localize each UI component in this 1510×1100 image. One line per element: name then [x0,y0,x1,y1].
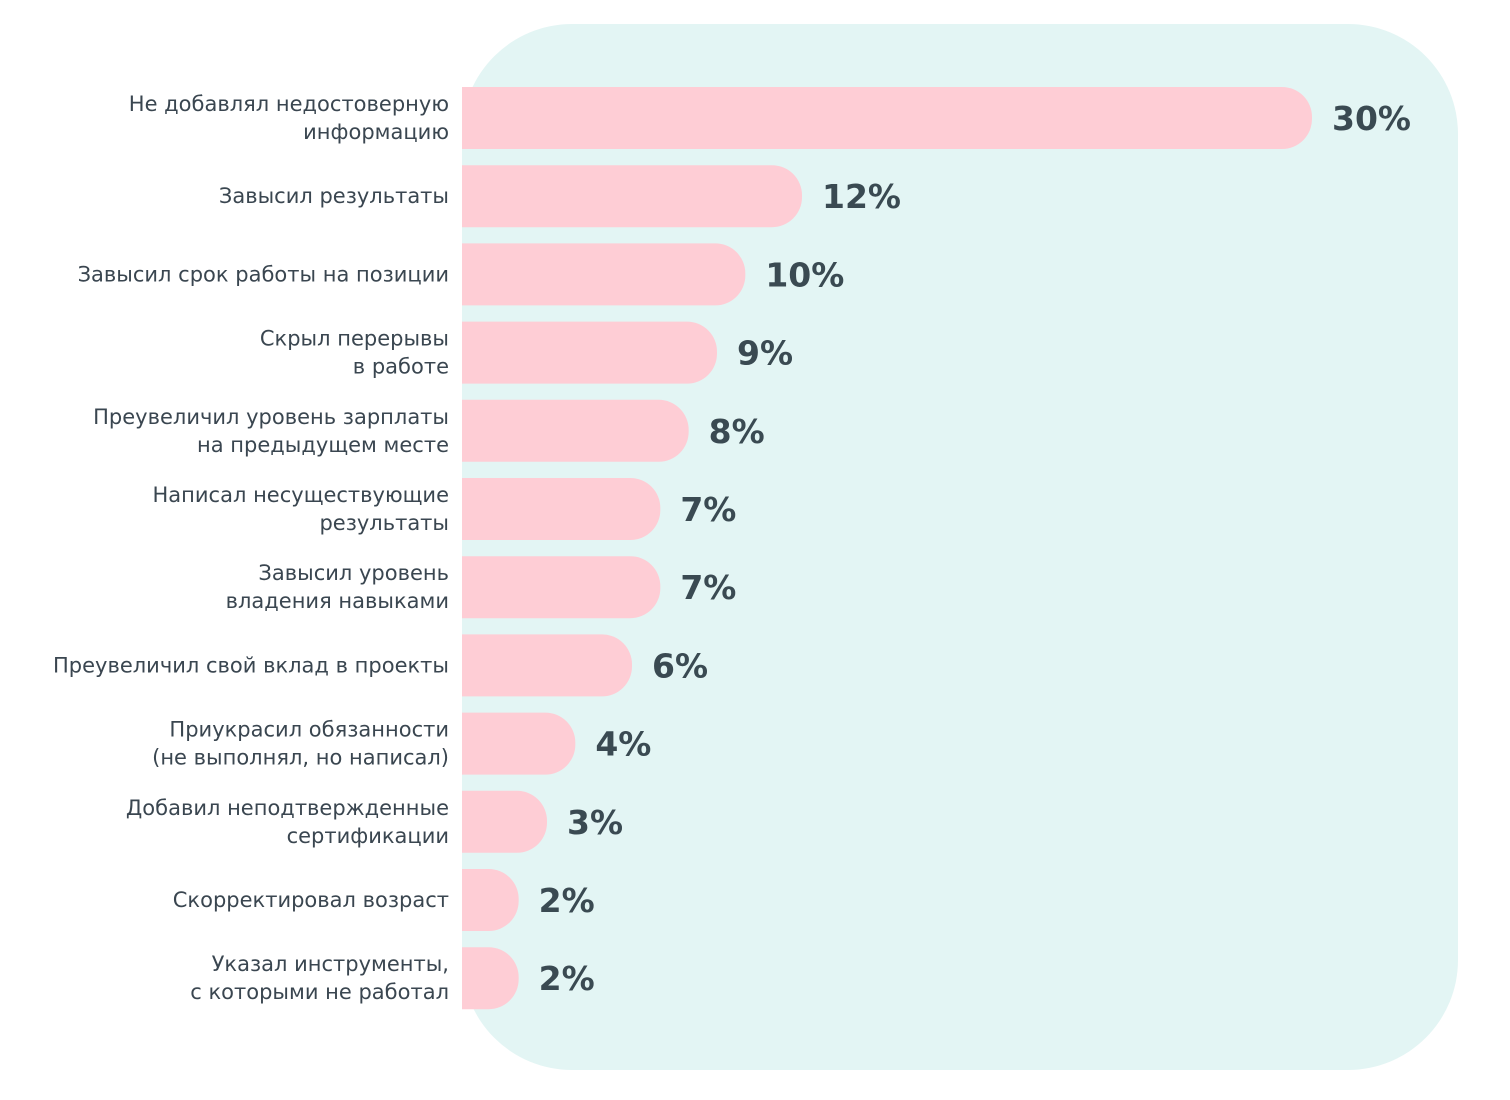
category-label-line: Скорректировал возраст [173,888,449,912]
bar-3 [462,243,746,306]
category-label-10: Добавил неподтвержденные сертификации [126,796,449,848]
bar-6 [462,478,661,540]
category-label-line: на предыдущем месте [197,433,449,457]
category-label-line: (не выполнял, но написал) [152,746,449,770]
category-label-line: Указал инструменты, [212,952,449,976]
category-label-line: результаты [319,511,449,535]
category-label-line: сертификации [287,824,449,848]
category-label-line: Преувеличил уровень зарплаты [93,405,449,429]
value-label-10: 3% [567,803,623,842]
category-label-line: Преувеличил свой вклад в проекты [53,653,449,677]
category-label-line: в работе [353,355,449,379]
bar-8 [462,634,632,697]
value-labels-layer: 30% 12% 10% 9% 8% 7% 7% 6% 4% 3% 2% 2% [539,99,1411,998]
category-label-line: Написал несуществующие [153,483,449,507]
bar-1 [462,87,1312,149]
bar-5 [462,399,689,462]
category-label-line: Скрыл перерывы [260,327,449,351]
value-label-7: 7% [680,568,736,607]
category-label-1: Не добавлял недостоверную информацию [129,92,449,144]
category-label-12: Указал инструменты, с которыми не работал [190,952,449,1004]
category-label-7: Завысил уровень владения навыками [226,561,449,613]
category-label-line: Не добавлял недостоверную [129,92,449,116]
category-label-line: Завысил результаты [219,184,449,208]
bar-4 [462,321,717,384]
category-label-line: Завысил уровень [258,561,449,585]
value-label-11: 2% [539,881,595,920]
bar-9 [462,712,576,775]
category-label-5: Преувеличил уровень зарплаты на предыдуще… [93,405,449,457]
category-label-2: Завысил результаты [219,184,449,208]
value-label-1: 30% [1332,99,1411,138]
category-label-11: Скорректировал возраст [173,888,449,912]
category-label-line: Приукрасил обязанности [169,718,449,742]
bar-7 [462,556,661,619]
value-label-9: 4% [595,725,651,764]
value-label-3: 10% [765,255,844,294]
bar-12 [462,947,519,1010]
category-label-line: информацию [303,120,449,144]
category-label-line: Завысил срок работы на позиции [78,262,449,286]
bar-2 [462,165,802,228]
value-label-2: 12% [822,177,901,216]
category-label-4: Скрыл перерывы в работе [260,327,449,379]
bars-layer [462,87,1312,1010]
bar-10 [462,790,547,853]
category-label-3: Завысил срок работы на позиции [78,262,449,286]
category-label-6: Написал несуществующие результаты [153,483,449,535]
category-label-8: Преувеличил свой вклад в проекты [53,653,449,677]
value-label-8: 6% [652,646,708,685]
category-label-line: Добавил неподтвержденные [126,796,449,820]
category-label-line: с которыми не работал [190,980,449,1004]
bar-11 [462,869,519,931]
value-label-6: 7% [680,490,736,529]
category-labels-layer: Не добавлял недостоверную информацию Завыс… [53,92,449,1004]
value-label-4: 9% [737,334,793,373]
value-label-5: 8% [709,412,765,451]
category-label-9: Приукрасил обязанности (не выполнял, но н… [152,718,449,770]
value-label-12: 2% [539,959,595,998]
category-label-line: владения навыками [226,589,449,613]
